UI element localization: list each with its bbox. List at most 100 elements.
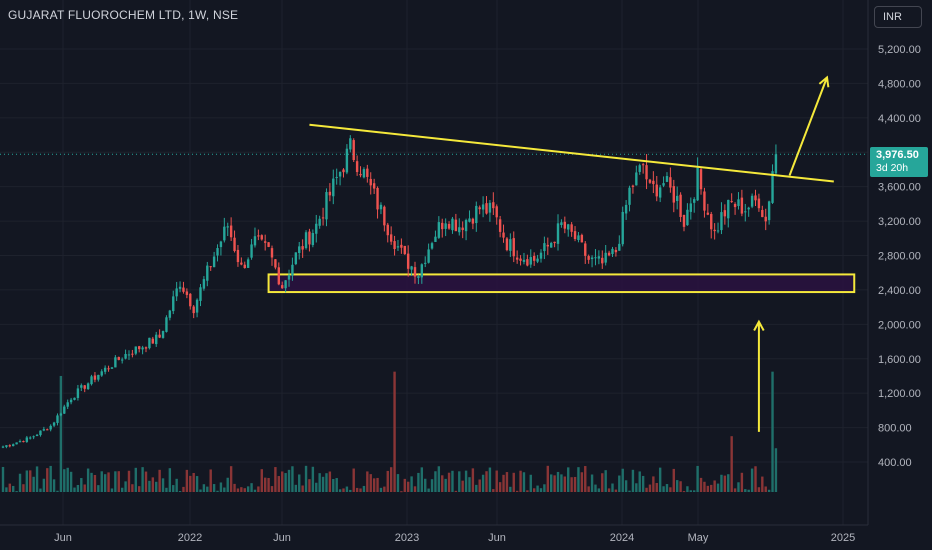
volume-bar [291, 466, 294, 492]
candle-body [332, 178, 335, 197]
breakout-arrow[interactable] [788, 77, 828, 176]
candle-body [720, 212, 723, 231]
candle-body [594, 257, 597, 259]
candle-body [461, 227, 464, 231]
candle-body [570, 224, 573, 232]
candle-body [352, 140, 355, 161]
volume-bar [389, 467, 393, 492]
volume-bar [604, 470, 607, 492]
volume-bar [727, 474, 730, 492]
candle-body [131, 353, 134, 355]
volume-bar [178, 491, 182, 493]
volume-bar [25, 470, 29, 492]
candle-body [597, 256, 601, 259]
volume-bar [502, 474, 505, 492]
candle-body [216, 248, 219, 256]
candle-body [454, 219, 458, 232]
time-tick-label: Jun [273, 532, 291, 544]
volume-bar [696, 465, 699, 492]
candle-body [686, 209, 689, 226]
candle-body [80, 385, 83, 388]
volume-bar [556, 471, 560, 492]
candle-body [550, 242, 553, 248]
candle-body [110, 367, 114, 369]
volume-bar [379, 487, 383, 492]
candle-body [645, 165, 648, 180]
candle-body [175, 288, 178, 297]
candle-body [740, 197, 744, 214]
volume-bar [18, 473, 22, 492]
candle-body [710, 213, 713, 230]
volume-bar [97, 485, 100, 492]
volume-bar [257, 486, 260, 492]
candle-body [771, 171, 774, 203]
volume-bar [209, 469, 212, 492]
candle-body [648, 179, 652, 183]
candle-body [338, 171, 342, 177]
volume-bar [406, 481, 410, 492]
candle-body [767, 201, 771, 221]
volume-bar [138, 486, 141, 492]
price-tick-label: 2,800.00 [878, 251, 921, 263]
symbol-title[interactable]: GUJARAT FLUOROCHEM LTD, 1W, NSE [8, 8, 239, 22]
candle-body [713, 229, 716, 232]
volume-bar [155, 481, 158, 492]
volume-bar [369, 474, 372, 492]
volume-bar [621, 468, 624, 492]
volume-bar [338, 489, 342, 492]
volume-bar [131, 484, 134, 492]
currency-button[interactable]: INR [874, 6, 922, 28]
candle-body [475, 205, 478, 224]
volume-bar [471, 468, 475, 492]
volume-bar [349, 489, 352, 492]
candle-body [560, 222, 563, 225]
volume-bar [366, 471, 369, 492]
volume-bar [417, 472, 420, 492]
volume-bar [263, 477, 267, 492]
candle-body [515, 257, 519, 260]
volume-bar [672, 468, 675, 492]
candle-body [369, 178, 372, 186]
candle-body [706, 212, 710, 215]
volume-bar [332, 478, 335, 492]
volume-bar [35, 466, 39, 492]
candle-body [730, 201, 733, 203]
candle-body [1, 446, 5, 448]
volume-bar [689, 490, 693, 492]
candle-body [590, 257, 594, 260]
volume-bar [284, 473, 287, 492]
volume-bar [1, 466, 5, 492]
candle-body [427, 249, 430, 263]
volume-bar [771, 371, 774, 492]
descending-trendline[interactable] [309, 123, 834, 183]
support-zone-rect[interactable] [267, 273, 856, 294]
candle-body [662, 183, 665, 186]
candle-body [260, 235, 263, 240]
candle-body [420, 264, 424, 278]
volume-bar [441, 475, 444, 492]
candle-body [263, 241, 267, 243]
candle-body [505, 238, 509, 251]
candle-body [325, 192, 328, 220]
candle-body [723, 210, 727, 217]
candle-body [451, 218, 454, 231]
volume-bar [158, 469, 161, 492]
volume-bar [641, 475, 645, 492]
volume-bar [117, 471, 120, 492]
volume-bar [246, 486, 250, 492]
candle-body [223, 226, 226, 241]
candle-body [458, 227, 461, 233]
candle-body [614, 249, 618, 253]
time-tick-label: 2025 [831, 532, 855, 544]
candle-body [168, 310, 172, 318]
volume-bar [352, 468, 355, 492]
volume-bar [32, 476, 35, 492]
volume-bar [716, 483, 720, 492]
volume-bar [15, 491, 18, 493]
bar-countdown: 3d 20h [876, 162, 909, 174]
candle-body [488, 202, 492, 213]
time-axis[interactable]: Jun 2022 Jun 2023 Jun 2024 May 2025 [54, 532, 855, 544]
volume-bar [515, 490, 519, 492]
volume-bar [485, 471, 488, 492]
